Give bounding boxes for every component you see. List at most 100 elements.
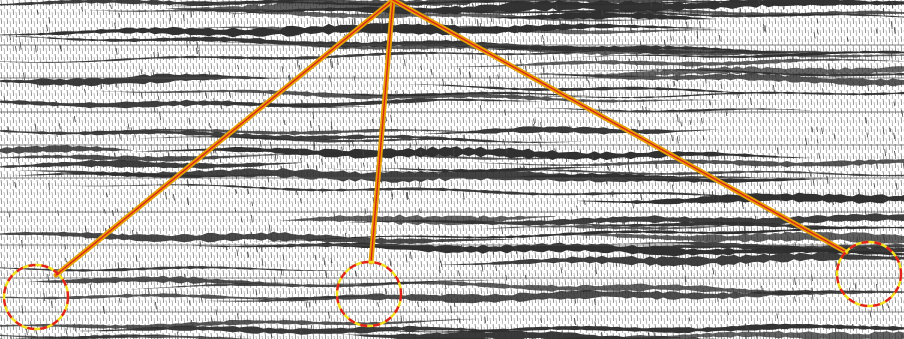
- wiggle: [329, 58, 332, 67]
- wiggle: [689, 10, 692, 17]
- wiggle: [219, 156, 222, 164]
- wiggle: [364, 208, 367, 215]
- highlight-circle-dash: [2, 263, 70, 331]
- wiggle: [663, 68, 666, 75]
- wiggle: [296, 190, 298, 196]
- wiggle: [771, 69, 774, 78]
- wiggle: [671, 134, 673, 142]
- wiggle: [321, 188, 323, 194]
- wiggle: [630, 16, 633, 25]
- wiggle: [391, 194, 393, 200]
- wiggle: [81, 6, 83, 12]
- wiggle: [569, 125, 572, 133]
- reflector: [97, 89, 721, 103]
- wiggle: [776, 313, 779, 319]
- wiggle: [425, 5, 428, 11]
- wiggle: [460, 244, 463, 252]
- wiggle: [816, 29, 819, 35]
- reflector: [440, 252, 904, 267]
- reflector: [228, 0, 904, 15]
- wiggle: [670, 35, 672, 41]
- wiggle: [199, 241, 202, 248]
- wiggle: [210, 264, 213, 269]
- wiggle: [775, 73, 777, 81]
- wiggle: [472, 3, 474, 8]
- wiggle: [706, 232, 709, 241]
- reflector: [0, 48, 679, 63]
- wiggle: [640, 192, 643, 201]
- reflector: [132, 0, 889, 6]
- wiggle: [294, 237, 297, 243]
- wiggle: [441, 293, 443, 298]
- wiggle: [588, 80, 590, 85]
- wiggle: [348, 139, 350, 147]
- wiggle: [583, 200, 586, 205]
- wiggle: [576, 205, 578, 211]
- wiggle: [356, 10, 359, 16]
- wiggle: [65, 257, 67, 263]
- wiggle: [560, 267, 563, 274]
- wiggle: [414, 97, 417, 105]
- wiggle: [484, 316, 487, 324]
- wiggle: [250, 231, 253, 238]
- wiggle: [579, 148, 582, 157]
- wiggle: [157, 95, 160, 101]
- wiggle: [468, 169, 471, 176]
- wiggle: [186, 40, 188, 48]
- wiggle: [691, 60, 694, 69]
- wiggle: [902, 333, 904, 339]
- wiggle: [791, 55, 794, 62]
- wiggle: [699, 21, 701, 29]
- wiggle: [717, 196, 720, 203]
- wiggle: [103, 305, 105, 314]
- wiggle: [453, 300, 456, 308]
- wiggle: [50, 300, 53, 309]
- wiggle: [409, 332, 411, 337]
- wiggle: [792, 287, 794, 293]
- wiggle: [728, 69, 731, 77]
- wiggle: [884, 197, 887, 202]
- wiggle: [750, 97, 752, 106]
- wiggle: [725, 110, 728, 117]
- wiggle: [450, 1, 453, 10]
- wiggle: [707, 153, 710, 162]
- wiggle: [615, 261, 618, 267]
- wiggle: [573, 221, 575, 227]
- wiggle: [115, 47, 118, 55]
- wiggle: [524, 65, 527, 72]
- wiggle: [540, 122, 542, 129]
- reflector: [0, 154, 280, 162]
- highlight-circle-dash: [835, 240, 903, 308]
- wiggle: [419, 146, 422, 155]
- reflector: [371, 323, 904, 334]
- reflector: [0, 231, 514, 245]
- wiggle: [21, 239, 23, 248]
- wiggle: [656, 68, 659, 74]
- wiggle: [296, 59, 299, 68]
- wiggle: [504, 109, 506, 116]
- wiggle: [442, 79, 445, 87]
- wiggle: [30, 321, 32, 329]
- wiggle: [38, 79, 40, 86]
- wiggle: [348, 284, 351, 292]
- wiggle: [574, 317, 576, 326]
- wiggle: [155, 301, 157, 310]
- wiggle: [528, 45, 531, 53]
- wiggle: [59, 45, 62, 52]
- wiggle: [312, 111, 315, 119]
- wiggle: [285, 40, 288, 46]
- wiggle: [476, 19, 479, 27]
- wiggle: [458, 317, 461, 323]
- wiggle: [830, 79, 833, 87]
- wiggle: [776, 147, 779, 155]
- wiggle: [430, 68, 433, 76]
- wiggle: [198, 50, 201, 58]
- wiggle: [417, 166, 420, 172]
- wiggle: [225, 245, 228, 251]
- wiggle: [209, 235, 212, 243]
- wiggle: [351, 18, 354, 26]
- wiggle: [605, 177, 608, 185]
- wiggle: [371, 93, 374, 98]
- wiggle: [400, 218, 402, 226]
- wiggle: [887, 303, 889, 309]
